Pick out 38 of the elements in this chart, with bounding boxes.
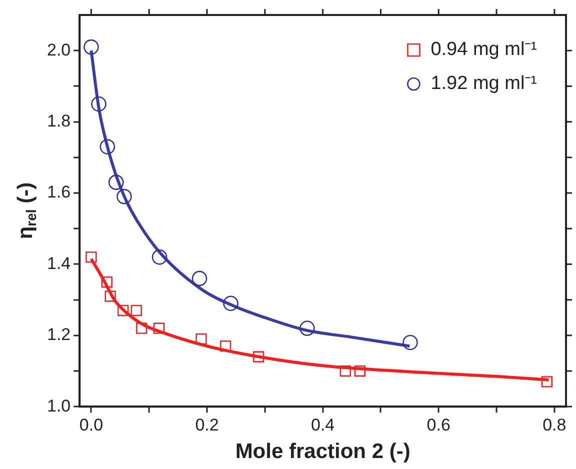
point [354, 365, 366, 377]
point [300, 320, 315, 336]
legend-label: 0.94 mg ml⁻¹ [430, 39, 538, 60]
point [340, 365, 351, 377]
point [153, 322, 165, 334]
y-tick-label: 1.8 [46, 111, 71, 130]
legend-label: 1.92 mg ml⁻¹ [430, 73, 538, 94]
point [86, 251, 97, 263]
text: 0.0 [79, 415, 104, 434]
x-tick-label: 0.6 [426, 415, 450, 434]
y-axis-title: ηrel (-) [14, 182, 39, 240]
point [252, 351, 264, 362]
point [130, 304, 142, 316]
y-tick-label: 1.2 [46, 325, 71, 344]
point [108, 174, 124, 190]
x-tick-label: 0.8 [542, 415, 566, 434]
y-tick-label: 1.6 [46, 182, 71, 202]
x-tick-label: 0.4 [310, 415, 335, 434]
point [196, 333, 207, 345]
x-axis-title: Mole fraction 2 (-) [235, 440, 410, 463]
text: 1.0 [46, 396, 71, 416]
point [91, 96, 106, 112]
point [117, 304, 129, 316]
point [101, 276, 112, 288]
y-tick-label: 1.4 [46, 254, 71, 273]
point [136, 322, 148, 334]
point [152, 249, 168, 265]
point [116, 188, 132, 204]
point [84, 39, 99, 55]
point [402, 334, 418, 350]
point [192, 270, 208, 286]
point [100, 139, 116, 154]
point [541, 376, 552, 388]
point [223, 296, 238, 312]
point [104, 290, 116, 302]
x-tick-label: 0.2 [195, 415, 219, 434]
point [220, 340, 232, 352]
text: 2.0 [46, 40, 71, 60]
